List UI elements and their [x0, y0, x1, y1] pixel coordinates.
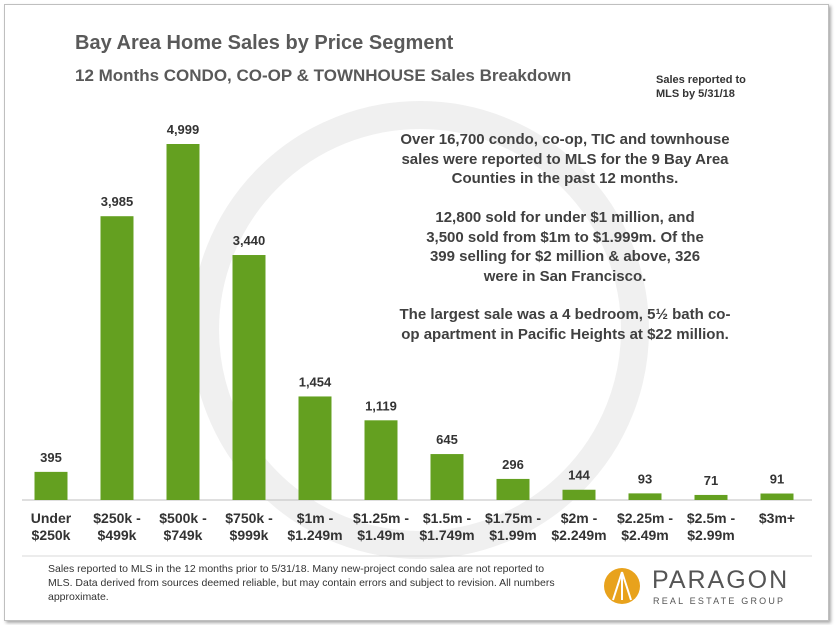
bar [298, 396, 332, 500]
chart-title: Bay Area Home Sales by Price Segment [75, 32, 454, 54]
watermark [191, 101, 649, 559]
value-label: 395 [40, 450, 62, 465]
logo-tagline: REAL ESTATE GROUP [653, 596, 785, 606]
x-tick-label: $500k - $749k [159, 510, 207, 543]
logo-name: PARAGON [652, 566, 789, 594]
note: Sales reported to MLS by 5/31/18 [656, 74, 746, 100]
value-label: 71 [704, 473, 718, 488]
x-tick-label: $3m+ [758, 510, 796, 526]
bar [34, 471, 68, 500]
value-label: 296 [502, 457, 524, 472]
value-label: 144 [568, 468, 590, 483]
x-tick-label: $2.5m - $2.99m [686, 510, 736, 543]
frame [4, 4, 829, 621]
value-label: 3,985 [101, 194, 134, 209]
x-tick-label: $1.5m - $1.749m [419, 510, 475, 543]
footnote: Sales reported to MLS in the 12 months p… [48, 563, 555, 603]
logo-mark-lines [612, 571, 632, 601]
value-label: 93 [638, 471, 652, 486]
bar [562, 489, 596, 500]
value-label: 1,119 [365, 398, 397, 413]
value-label: 91 [770, 472, 784, 487]
bar [496, 478, 530, 500]
value-label: 1,454 [299, 374, 332, 389]
x-tick-label: $2m - $2.249m [551, 510, 607, 543]
bar [364, 420, 398, 500]
annotation: 12,800 sold for under $1 million, and 3,… [426, 209, 704, 285]
bar [232, 255, 266, 500]
value-label: 4,999 [167, 122, 200, 137]
x-tick-label: $250k - $499k [93, 510, 141, 543]
annotation: Over 16,700 condo, co-op, TIC and townho… [400, 131, 730, 187]
bar [760, 493, 794, 500]
annotation: The largest sale was a 4 bedroom, 5½ bat… [399, 306, 731, 343]
bar [166, 144, 200, 500]
chart-subtitle: 12 Months CONDO, CO-OP & TOWNHOUSE Sales… [75, 66, 572, 85]
bar [430, 454, 464, 500]
x-tick-label: $1m - $1.249m [287, 510, 343, 543]
value-label: 645 [436, 432, 458, 447]
x-tick-label: $2.25m - $2.49m [616, 510, 674, 543]
x-tick-label: $1.25m - $1.49m [352, 510, 410, 543]
bar [628, 493, 662, 500]
x-tick-label: $1.75m - $1.99m [484, 510, 542, 543]
value-label: 3,440 [233, 233, 266, 248]
x-tick-label: $750k - $999k [225, 510, 273, 543]
x-tick-label: Under $250k [30, 510, 72, 543]
bar [694, 494, 728, 500]
bar [100, 216, 134, 500]
